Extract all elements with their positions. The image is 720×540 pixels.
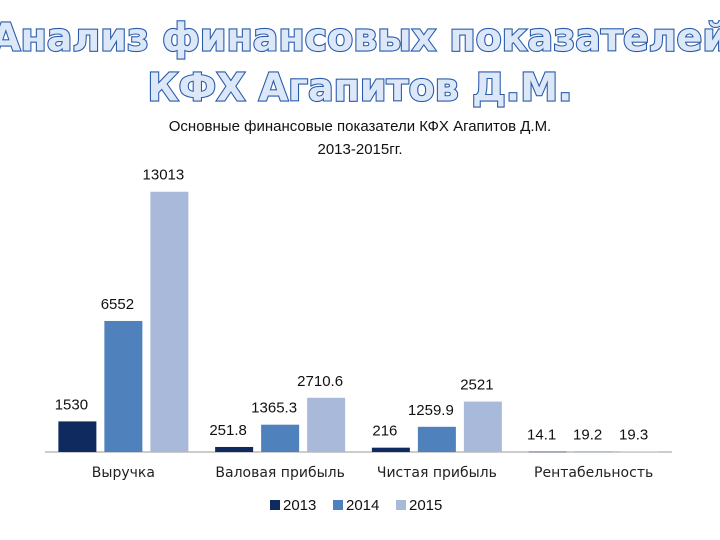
legend-label: 2015 <box>409 497 442 514</box>
bar <box>58 421 97 452</box>
bar <box>528 451 567 453</box>
legend-swatch <box>396 500 406 510</box>
data-label: 19.3 <box>619 427 648 444</box>
data-label: 251.8 <box>209 422 247 439</box>
bar <box>574 451 613 453</box>
data-label: 6552 <box>101 296 134 313</box>
slide-title: КФХ Агапитов Д.М. <box>148 66 573 110</box>
bar <box>371 447 410 452</box>
legend-label: 2014 <box>346 497 379 514</box>
data-label: 1259.9 <box>408 402 454 419</box>
data-label: 13013 <box>143 167 185 184</box>
bar <box>150 191 189 453</box>
x-tick-label: Рентабельность <box>534 465 653 481</box>
bar <box>417 426 456 452</box>
bar <box>463 401 502 452</box>
data-label: 14.1 <box>527 427 556 444</box>
slide-title: Анализ финансовых показателей <box>0 16 720 60</box>
bar <box>620 451 659 453</box>
chart-title: Основные финансовые показатели КФХ Агапи… <box>169 118 551 135</box>
x-tick-label: Чистая прибыль <box>377 465 497 481</box>
data-label: 1530 <box>55 396 88 413</box>
data-label: 1365.3 <box>251 400 297 417</box>
data-label: 216 <box>372 423 397 440</box>
data-label: 19.2 <box>573 427 602 444</box>
chart-subtitle: 2013-2015гг. <box>317 141 402 158</box>
data-label: 2710.6 <box>297 373 343 390</box>
bar <box>215 446 254 452</box>
data-label: 2521 <box>460 377 493 394</box>
legend-swatch <box>333 500 343 510</box>
legend-swatch <box>270 500 280 510</box>
legend-label: 2013 <box>283 497 316 514</box>
bar <box>307 397 346 452</box>
bar <box>104 320 143 452</box>
x-tick-label: Выручка <box>92 465 155 481</box>
bar <box>261 424 300 452</box>
x-tick-label: Валовая прибыль <box>215 465 344 481</box>
